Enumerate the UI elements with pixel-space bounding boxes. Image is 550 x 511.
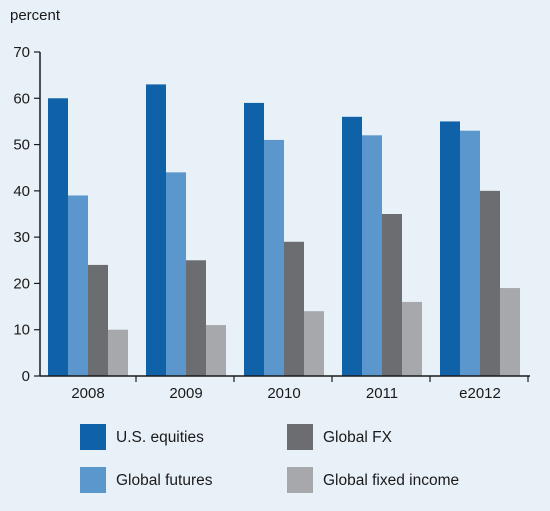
bar-u-s-equities-2011 xyxy=(342,116,362,377)
bars xyxy=(48,84,520,377)
bar-global-futures-2011 xyxy=(362,135,382,376)
bar-global-fx-2009 xyxy=(186,260,206,376)
x-tick-label: 2011 xyxy=(366,385,398,402)
bar-global-fx-e2012 xyxy=(480,190,500,376)
y-tick-label: 50 xyxy=(13,137,30,154)
legend-label: Global fixed income xyxy=(323,472,459,489)
bar-global-fixed-income-2008 xyxy=(108,329,128,376)
y-tick-label: 40 xyxy=(13,183,30,200)
bar-u-s-equities-2008 xyxy=(48,98,68,377)
y-tick-label: 20 xyxy=(13,275,30,292)
y-tick-label: 0 xyxy=(22,368,30,385)
x-tick-label: 2008 xyxy=(71,385,104,402)
legend-label: U.S. equities xyxy=(116,429,204,446)
y-tick-label: 10 xyxy=(13,322,30,339)
bar-global-fx-2008 xyxy=(88,264,108,376)
y-tick-label: 30 xyxy=(13,229,30,246)
x-axis-tick-labels: 2008 2009 2010 2011 e2012 xyxy=(71,376,529,402)
legend-item: U.S. equities xyxy=(80,424,204,450)
bar-u-s-equities-e2012 xyxy=(440,121,460,376)
x-tick-label: 2010 xyxy=(267,385,300,402)
legend-item: Global futures xyxy=(80,467,213,493)
x-tick-label: e2012 xyxy=(459,385,501,402)
legend: U.S. equities Global futures Global FX Glob… xyxy=(80,424,459,493)
y-tick-label: 70 xyxy=(13,44,30,61)
bar-global-futures-e2012 xyxy=(460,130,480,376)
bar-global-fixed-income-2011 xyxy=(402,301,422,376)
bar-global-fixed-income-2010 xyxy=(304,311,324,376)
y-axis-label: percent xyxy=(10,7,61,24)
bar-global-fixed-income-e2012 xyxy=(500,288,520,376)
bar-global-futures-2009 xyxy=(166,172,186,376)
y-axis-ticks: 0 10 20 30 40 50 60 70 xyxy=(13,44,40,385)
bar-global-futures-2008 xyxy=(68,195,88,376)
bar-u-s-equities-2009 xyxy=(146,84,166,377)
bar-global-fx-2010 xyxy=(284,241,304,376)
legend-swatch xyxy=(80,424,106,450)
y-tick-label: 60 xyxy=(13,90,30,107)
legend-swatch xyxy=(80,467,106,493)
bar-global-fixed-income-2009 xyxy=(206,325,226,376)
bar-global-futures-2010 xyxy=(264,139,284,376)
x-tick-label: 2009 xyxy=(169,385,202,402)
legend-swatch xyxy=(287,467,313,493)
legend-label: Global futures xyxy=(116,472,213,489)
legend-item: Global fixed income xyxy=(287,467,459,493)
legend-swatch xyxy=(287,424,313,450)
legend-item: Global FX xyxy=(287,424,393,450)
bar-u-s-equities-2010 xyxy=(244,102,264,377)
bar-global-fx-2011 xyxy=(382,214,402,376)
legend-label: Global FX xyxy=(323,429,393,446)
